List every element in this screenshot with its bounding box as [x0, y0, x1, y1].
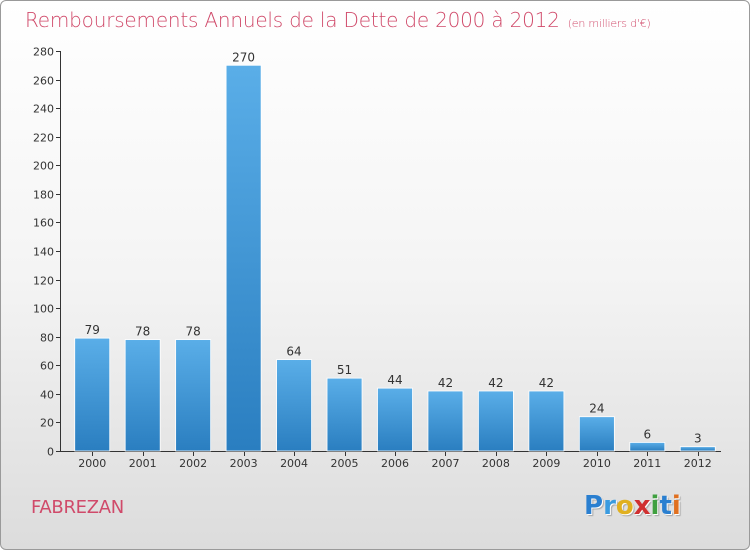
y-tick-label: 80 — [40, 332, 54, 345]
x-tick-label: 2006 — [381, 457, 409, 470]
logo-letter: o — [615, 491, 634, 521]
data-label-2007: 42 — [438, 376, 453, 390]
bar-2009 — [528, 390, 565, 452]
title-unit: (en milliers d'€) — [567, 17, 651, 30]
x-axis: 2000 2001 2002 2003 2004 2005 2006 2007 2008 2009… — [60, 451, 721, 470]
bar-2002 — [175, 339, 212, 452]
bar-2012 — [679, 446, 716, 452]
title-text: Remboursements Annuels de la Dette de 20… — [25, 8, 560, 32]
y-tick-label: 160 — [33, 217, 54, 230]
bar-2005 — [326, 377, 363, 452]
x-tick-label: 2012 — [684, 457, 712, 470]
x-tick-label: 2004 — [280, 457, 308, 470]
y-tick-label: 240 — [33, 103, 54, 116]
bar-2010 — [578, 416, 615, 452]
logo-letter: i — [650, 491, 660, 521]
bar-2003 — [225, 64, 262, 452]
data-label-2012: 3 — [694, 432, 702, 446]
logo-letter: r — [603, 491, 616, 521]
x-tick-label: 2003 — [230, 457, 258, 470]
y-tick-label: 0 — [47, 446, 54, 459]
y-tick-label: 280 — [33, 46, 54, 59]
data-label-2004: 64 — [286, 345, 301, 359]
bar-2011 — [629, 442, 666, 452]
data-label-2006: 44 — [387, 373, 402, 387]
data-label-2003: 270 — [232, 50, 255, 64]
logo-letter: P — [584, 491, 604, 521]
data-label-2002: 78 — [186, 325, 201, 339]
data-label-2005: 51 — [337, 363, 352, 377]
data-label-2008: 42 — [488, 376, 503, 390]
x-tick-label: 2008 — [482, 457, 510, 470]
bar-2001 — [124, 339, 161, 452]
data-label-2009: 42 — [539, 376, 554, 390]
x-tick-label: 2010 — [583, 457, 611, 470]
proxiti-logo: Proxiti — [584, 491, 681, 521]
logo-letter: i — [671, 491, 681, 521]
y-tick-label: 20 — [40, 417, 54, 430]
y-tick-label: 120 — [33, 275, 54, 288]
y-tick-label: 140 — [33, 246, 54, 259]
y-tick-label: 200 — [33, 160, 54, 173]
logo-letter: x — [633, 491, 651, 521]
chart-title: Remboursements Annuels de la Dette de 20… — [25, 8, 651, 32]
x-tick-label: 2011 — [633, 457, 661, 470]
x-tick-label: 2007 — [431, 457, 459, 470]
x-tick-label: 2001 — [129, 457, 157, 470]
y-tick-label: 180 — [33, 189, 54, 202]
y-tick-label: 260 — [33, 75, 54, 88]
y-tick-label: 220 — [33, 132, 54, 145]
bar-2004 — [276, 359, 312, 452]
bar-2006 — [377, 387, 413, 452]
y-tick-label: 40 — [40, 389, 54, 402]
x-tick-label: 2009 — [532, 457, 560, 470]
data-label-2010: 24 — [589, 402, 604, 416]
data-labels: 79 78 78 270 64 51 44 42 42 42 24 6 3 — [85, 50, 702, 445]
y-axis: 0 20 40 60 80 100 120 140 160 180 200 220 240 260 280 — [33, 46, 61, 459]
bars — [74, 64, 716, 452]
x-tick-label: 2000 — [78, 457, 106, 470]
data-label-2011: 6 — [643, 427, 651, 441]
commune-name: FABREZAN — [31, 497, 124, 518]
logo-letter: t — [659, 491, 672, 521]
data-label-2000: 79 — [85, 323, 100, 337]
data-label-2001: 78 — [135, 325, 150, 339]
bar-2000 — [74, 337, 111, 452]
y-tick-label: 60 — [40, 360, 54, 373]
bar-2008 — [478, 390, 514, 452]
y-tick-label: 100 — [33, 303, 54, 316]
bar-2007 — [427, 390, 464, 452]
x-tick-label: 2005 — [331, 457, 359, 470]
x-tick-label: 2002 — [179, 457, 207, 470]
